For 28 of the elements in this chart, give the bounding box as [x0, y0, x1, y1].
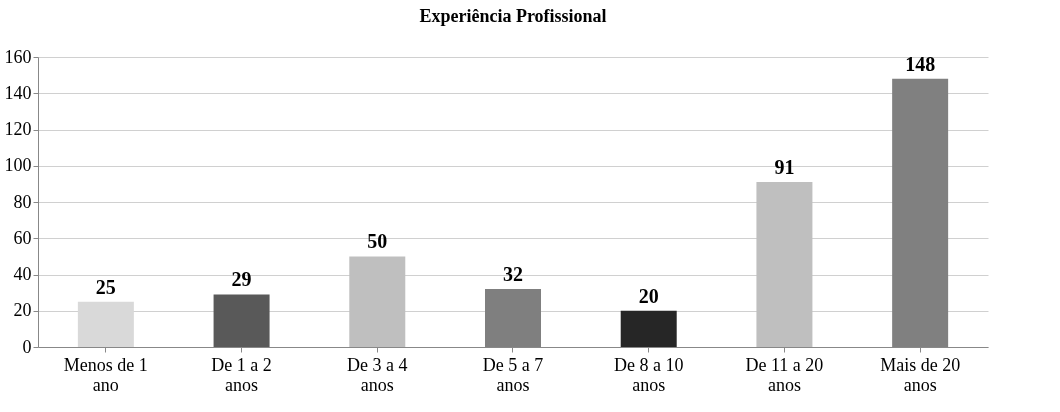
- y-tick-label: 0: [22, 336, 32, 357]
- y-tick-label: 80: [13, 191, 32, 212]
- data-label: 25: [95, 275, 116, 298]
- x-tick-label: Mais de 20 anos: [880, 354, 961, 395]
- data-label: 29: [231, 268, 252, 291]
- x-tick-label: De 11 a 20 anos: [745, 354, 824, 395]
- y-tick-label: 100: [4, 155, 32, 176]
- y-tick-label: 60: [13, 227, 32, 248]
- data-label: 91: [774, 156, 795, 179]
- x-tick-label: Menos de 1 ano: [63, 354, 148, 395]
- bar: [756, 182, 813, 347]
- bar: [349, 256, 406, 347]
- data-label: 148: [905, 52, 936, 75]
- bar: [620, 310, 677, 347]
- x-tick-label: De 1 a 2 anos: [211, 354, 272, 395]
- y-tick-label: 160: [4, 46, 32, 67]
- y-tick-label: 20: [13, 300, 32, 321]
- data-label: 20: [638, 284, 659, 307]
- bar: [213, 294, 270, 347]
- x-tick-label: De 3 a 4 anos: [347, 354, 408, 395]
- y-tick-label: 40: [13, 264, 32, 284]
- x-tick-label: De 8 a 10 anos: [613, 354, 684, 395]
- data-label: 50: [367, 230, 388, 253]
- y-tick-label: 120: [4, 119, 32, 139]
- y-tick-label: 140: [4, 82, 32, 103]
- data-label: 32: [503, 263, 523, 285]
- x-tick-label: De 5 a 7 anos: [482, 354, 544, 395]
- chart-title: Experiência Profissional: [419, 6, 607, 26]
